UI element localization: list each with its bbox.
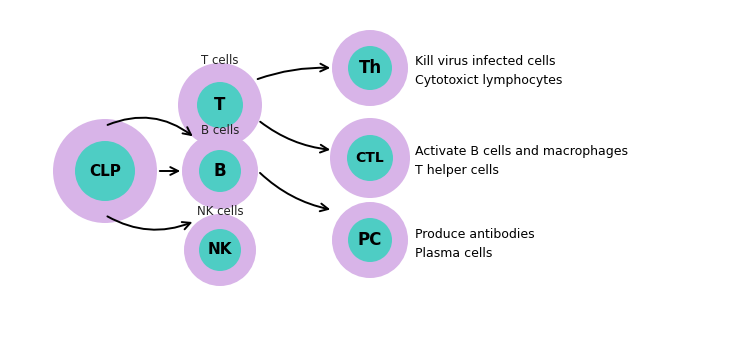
Text: T: T [215, 96, 226, 114]
Circle shape [178, 63, 262, 147]
Circle shape [53, 119, 157, 223]
Circle shape [199, 150, 241, 192]
Text: Kill virus infected cells
Cytotoxict lymphocytes: Kill virus infected cells Cytotoxict lym… [415, 55, 562, 87]
Text: NK cells: NK cells [197, 205, 243, 218]
Text: T cells: T cells [201, 54, 239, 67]
Circle shape [199, 229, 241, 271]
Circle shape [348, 218, 392, 262]
Circle shape [75, 141, 135, 201]
Circle shape [348, 46, 392, 90]
Circle shape [197, 82, 243, 128]
Text: Th: Th [358, 59, 382, 77]
Circle shape [182, 133, 258, 209]
Circle shape [330, 118, 410, 198]
Text: Produce antibodies
Plasma cells: Produce antibodies Plasma cells [415, 228, 534, 260]
Text: PC: PC [358, 231, 382, 249]
Text: B cells: B cells [201, 124, 239, 137]
Circle shape [347, 135, 393, 181]
Text: CTL: CTL [356, 151, 384, 165]
Text: B: B [214, 162, 226, 180]
Text: CLP: CLP [89, 163, 121, 179]
Circle shape [184, 214, 256, 286]
Circle shape [332, 30, 408, 106]
Text: Activate B cells and macrophages
T helper cells: Activate B cells and macrophages T helpe… [415, 145, 628, 177]
Circle shape [332, 202, 408, 278]
Text: NK: NK [208, 242, 232, 258]
